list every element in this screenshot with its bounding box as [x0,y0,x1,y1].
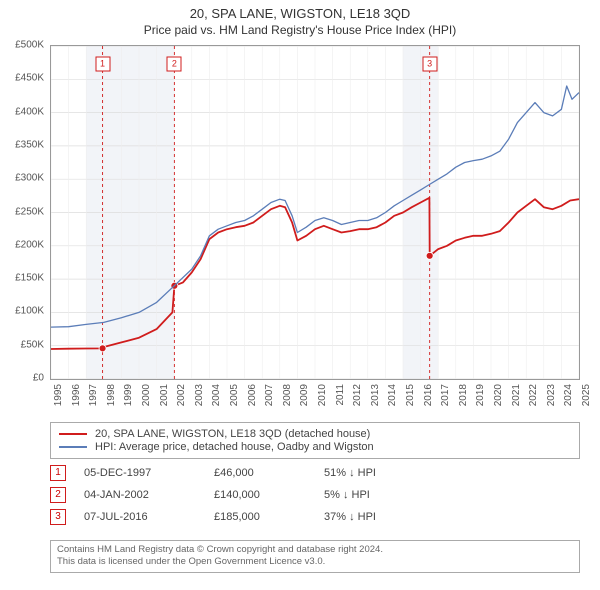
y-axis: £0£50K£100K£150K£200K£250K£300K£350K£400… [0,45,48,380]
legend-label: 20, SPA LANE, WIGSTON, LE18 3QD (detache… [95,428,370,440]
x-tick-label: 2023 [546,384,557,406]
chart-plot-area: 1 2 3 [50,45,580,380]
sale-row: 1 05-DEC-1997£46,00051% ↓ HPI [50,462,580,484]
x-tick-label: 2012 [352,384,363,406]
sale-price: £46,000 [214,467,324,479]
x-tick-label: 2001 [159,384,170,406]
x-tick-label: 2000 [141,384,152,406]
sale-date: 04-JAN-2002 [84,489,214,501]
y-tick-label: £400K [15,106,44,117]
sale-delta: 5% ↓ HPI [324,489,434,501]
legend-label: HPI: Average price, detached house, Oadb… [95,441,374,453]
sale-price: £140,000 [214,489,324,501]
x-tick-label: 2022 [528,384,539,406]
legend-swatch [59,446,87,448]
y-tick-label: £0 [33,373,44,384]
sale-delta: 37% ↓ HPI [324,511,434,523]
x-tick-label: 2020 [493,384,504,406]
x-tick-label: 2005 [229,384,240,406]
x-tick-label: 2007 [264,384,275,406]
x-tick-label: 2006 [247,384,258,406]
sale-marker-badge: 1 [50,465,66,481]
chart-title: 20, SPA LANE, WIGSTON, LE18 3QD [0,0,600,21]
x-tick-label: 1996 [71,384,82,406]
sale-row: 3 07-JUL-2016£185,00037% ↓ HPI [50,506,580,528]
x-tick-label: 2004 [211,384,222,406]
sale-date: 07-JUL-2016 [84,511,214,523]
legend: 20, SPA LANE, WIGSTON, LE18 3QD (detache… [50,422,580,459]
footer-line1: Contains HM Land Registry data © Crown c… [57,544,573,556]
x-tick-label: 2010 [317,384,328,406]
y-tick-label: £450K [15,73,44,84]
y-tick-label: £50K [21,339,44,350]
x-tick-label: 2014 [387,384,398,406]
x-tick-label: 2013 [370,384,381,406]
y-tick-label: £150K [15,273,44,284]
x-tick-label: 2016 [423,384,434,406]
x-tick-label: 1995 [53,384,64,406]
chart-subtitle: Price paid vs. HM Land Registry's House … [0,23,600,37]
y-tick-label: £300K [15,173,44,184]
x-tick-label: 2017 [440,384,451,406]
sale-delta: 51% ↓ HPI [324,467,434,479]
legend-item: 20, SPA LANE, WIGSTON, LE18 3QD (detache… [59,428,571,440]
y-tick-label: £500K [15,40,44,51]
footer-attribution: Contains HM Land Registry data © Crown c… [50,540,580,573]
sale-price: £185,000 [214,511,324,523]
x-tick-label: 2002 [176,384,187,406]
sale-row: 2 04-JAN-2002£140,0005% ↓ HPI [50,484,580,506]
x-tick-label: 2015 [405,384,416,406]
legend-swatch [59,433,87,435]
footer-line2: This data is licensed under the Open Gov… [57,556,573,568]
sale-marker-badge: 3 [50,509,66,525]
sale-marker-badge: 2 [50,487,66,503]
y-tick-label: £250K [15,206,44,217]
x-tick-label: 2011 [335,384,346,406]
x-tick-label: 2025 [581,384,592,406]
x-tick-label: 2019 [475,384,486,406]
x-tick-label: 2021 [511,384,522,406]
x-tick-label: 1999 [123,384,134,406]
sale-marker-1: 1 [95,57,110,72]
legend-item: HPI: Average price, detached house, Oadb… [59,441,571,453]
x-tick-label: 1997 [88,384,99,406]
sale-marker-3: 3 [422,57,437,72]
x-tick-label: 2018 [458,384,469,406]
x-tick-label: 2024 [563,384,574,406]
y-tick-label: £100K [15,306,44,317]
x-tick-label: 2008 [282,384,293,406]
x-tick-label: 2003 [194,384,205,406]
sales-table: 1 05-DEC-1997£46,00051% ↓ HPI 2 04-JAN-2002… [50,462,580,528]
sale-marker-2: 2 [167,57,182,72]
x-axis: 1995 1996 1997 1998 1999 2000 2001 2002 2003 2004… [50,382,580,422]
sale-date: 05-DEC-1997 [84,467,214,479]
y-tick-label: £350K [15,139,44,150]
x-tick-label: 1998 [106,384,117,406]
x-tick-label: 2009 [299,384,310,406]
y-tick-label: £200K [15,239,44,250]
